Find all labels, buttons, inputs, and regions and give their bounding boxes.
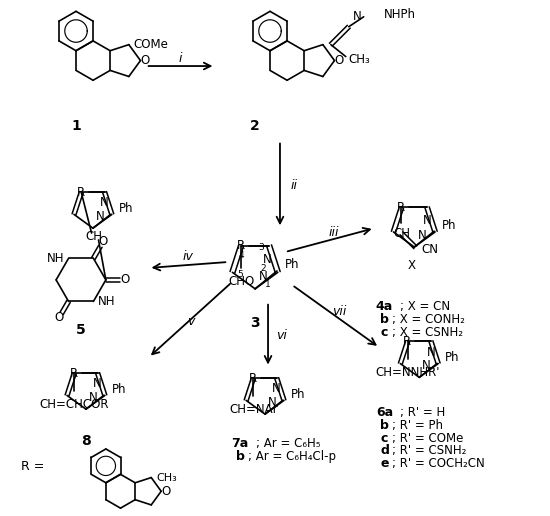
Text: iv: iv [183, 250, 194, 263]
Text: R: R [70, 367, 78, 380]
Text: N: N [100, 197, 109, 209]
Text: N: N [418, 229, 427, 242]
Text: Ph: Ph [112, 383, 126, 396]
Text: i: i [179, 52, 182, 64]
Text: N: N [353, 10, 361, 23]
Text: R: R [403, 335, 411, 348]
Text: Ph: Ph [442, 219, 456, 232]
Text: ; R' = Ph: ; R' = Ph [392, 418, 443, 431]
Text: ; R' = H: ; R' = H [400, 406, 446, 418]
Text: NH: NH [47, 252, 64, 265]
Text: ; R' = COMe: ; R' = COMe [392, 431, 464, 444]
Text: CH=NNHR': CH=NNHR' [375, 366, 440, 379]
Text: 5: 5 [238, 270, 243, 279]
Text: Ph: Ph [445, 351, 460, 364]
Text: iii: iii [328, 225, 339, 238]
Text: 2: 2 [250, 119, 260, 133]
Text: Ph: Ph [285, 259, 299, 271]
Text: R: R [397, 201, 405, 214]
Text: N: N [272, 382, 281, 395]
Text: ; R' = COCH₂CN: ; R' = COCH₂CN [392, 457, 485, 471]
Text: CN: CN [421, 243, 438, 256]
Text: N: N [268, 396, 277, 409]
Text: N: N [422, 214, 431, 227]
Text: b: b [380, 418, 389, 431]
Text: O: O [140, 54, 150, 67]
Text: O: O [162, 485, 171, 498]
Text: vii: vii [333, 305, 347, 318]
Text: N: N [89, 391, 98, 404]
Text: 7a: 7a [232, 438, 249, 450]
Text: X: X [408, 259, 415, 272]
Text: N: N [93, 378, 102, 391]
Text: N: N [422, 359, 431, 373]
Text: N: N [259, 270, 268, 283]
Text: R: R [249, 372, 257, 384]
Text: 3: 3 [258, 243, 264, 252]
Text: O: O [120, 273, 129, 286]
Text: CH=NAr: CH=NAr [229, 403, 278, 416]
Text: 3: 3 [250, 316, 260, 330]
Text: vi: vi [277, 329, 288, 342]
Text: NH: NH [97, 295, 115, 308]
Text: c: c [381, 431, 388, 444]
Text: CHO: CHO [228, 276, 254, 288]
Text: 8: 8 [81, 434, 91, 448]
Text: R: R [237, 239, 245, 252]
Text: 4a: 4a [376, 300, 393, 313]
Text: ; Ar = C₆H₄Cl-p: ; Ar = C₆H₄Cl-p [248, 450, 336, 463]
Text: ; X = CN: ; X = CN [400, 300, 450, 313]
Text: CH: CH [85, 230, 102, 243]
Text: ; X = CONH₂: ; X = CONH₂ [392, 313, 465, 326]
Text: CH₃: CH₃ [349, 53, 371, 66]
Text: d: d [380, 444, 389, 458]
Text: 1: 1 [265, 280, 271, 289]
Text: 4: 4 [238, 251, 244, 260]
Text: Ph: Ph [291, 388, 305, 401]
Text: b: b [236, 450, 245, 463]
Text: R =: R = [21, 460, 45, 473]
Text: CH: CH [393, 228, 410, 240]
Text: v: v [187, 315, 194, 328]
Text: N: N [263, 253, 272, 266]
Text: N: N [426, 346, 435, 359]
Text: ; X = CSNH₂: ; X = CSNH₂ [392, 326, 464, 339]
Text: ii: ii [290, 179, 298, 192]
Text: c: c [381, 326, 388, 339]
Text: Ph: Ph [119, 202, 133, 215]
Text: CH=CHCOR: CH=CHCOR [40, 398, 109, 411]
Text: ; R' = CSNH₂: ; R' = CSNH₂ [392, 444, 467, 458]
Text: 6a: 6a [376, 406, 393, 418]
Text: ; Ar = C₆H₅: ; Ar = C₆H₅ [256, 438, 321, 450]
Text: 1: 1 [71, 119, 81, 133]
Text: O: O [334, 54, 344, 67]
Text: O: O [54, 311, 64, 324]
Text: NHPh: NHPh [383, 8, 416, 21]
Text: R: R [76, 186, 85, 199]
Text: 5: 5 [76, 322, 86, 336]
Text: O: O [98, 235, 107, 249]
Text: COMe: COMe [134, 38, 169, 51]
Text: CH₃: CH₃ [156, 473, 177, 482]
Text: e: e [380, 457, 389, 471]
Text: b: b [380, 313, 389, 326]
Text: 2: 2 [260, 264, 266, 273]
Text: N: N [96, 210, 104, 223]
